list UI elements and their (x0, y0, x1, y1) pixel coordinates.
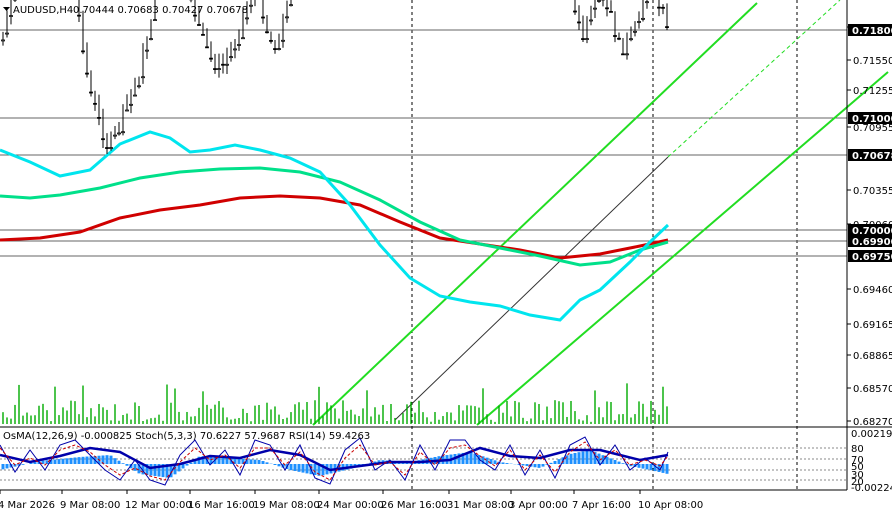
svg-text:0.69750: 0.69750 (852, 252, 892, 263)
price-tick-label: 0.71550 (853, 56, 892, 67)
time-label: 16 Mar 16:00 (188, 500, 255, 511)
indicator-label: OsMA(12,26,9) -0.000825 Stoch(5,3,3) 70.… (3, 431, 370, 442)
price-tick-label: 0.69165 (853, 320, 892, 331)
time-label: 4 Mar 2026 (0, 500, 55, 511)
level-80: 80 (851, 444, 864, 455)
price-level-tag: 0.70678 (848, 149, 892, 162)
svg-text:0.70678: 0.70678 (852, 151, 892, 162)
ohlc-values: 0.70444 0.70683 0.70427 0.70678 (73, 5, 248, 16)
price-tick-label: 0.71255 (853, 86, 892, 97)
indicator-top-value: 0.002197 (851, 429, 892, 440)
level-20: 20 (851, 477, 864, 488)
time-label: 9 Mar 08:00 (60, 500, 120, 511)
time-label: 24 Mar 00:00 (317, 500, 384, 511)
time-label: 31 Mar 08:00 (447, 500, 514, 511)
price-tick-label: 0.68270 (853, 417, 892, 428)
price-tick-label: 0.70355 (853, 186, 892, 197)
time-label: 12 Mar 00:00 (125, 500, 192, 511)
time-label: 26 Mar 16:00 (381, 500, 448, 511)
price-level-tag: 0.69750 (848, 250, 892, 263)
time-label: 3 Apr 00:00 (509, 500, 568, 511)
price-tick-label: 0.68865 (853, 351, 892, 362)
time-label: 7 Apr 16:00 (572, 500, 631, 511)
price-tick-label: 0.69460 (853, 285, 892, 296)
chart-header: AUDUSD,H4 0.70444 0.70683 0.70427 0.7067… (3, 5, 248, 16)
time-label: 10 Apr 08:00 (638, 500, 703, 511)
time-label: 19 Mar 08:00 (253, 500, 320, 511)
price-tick-label: 0.68570 (853, 384, 892, 395)
symbol-label: AUDUSD,H4 (13, 5, 73, 16)
